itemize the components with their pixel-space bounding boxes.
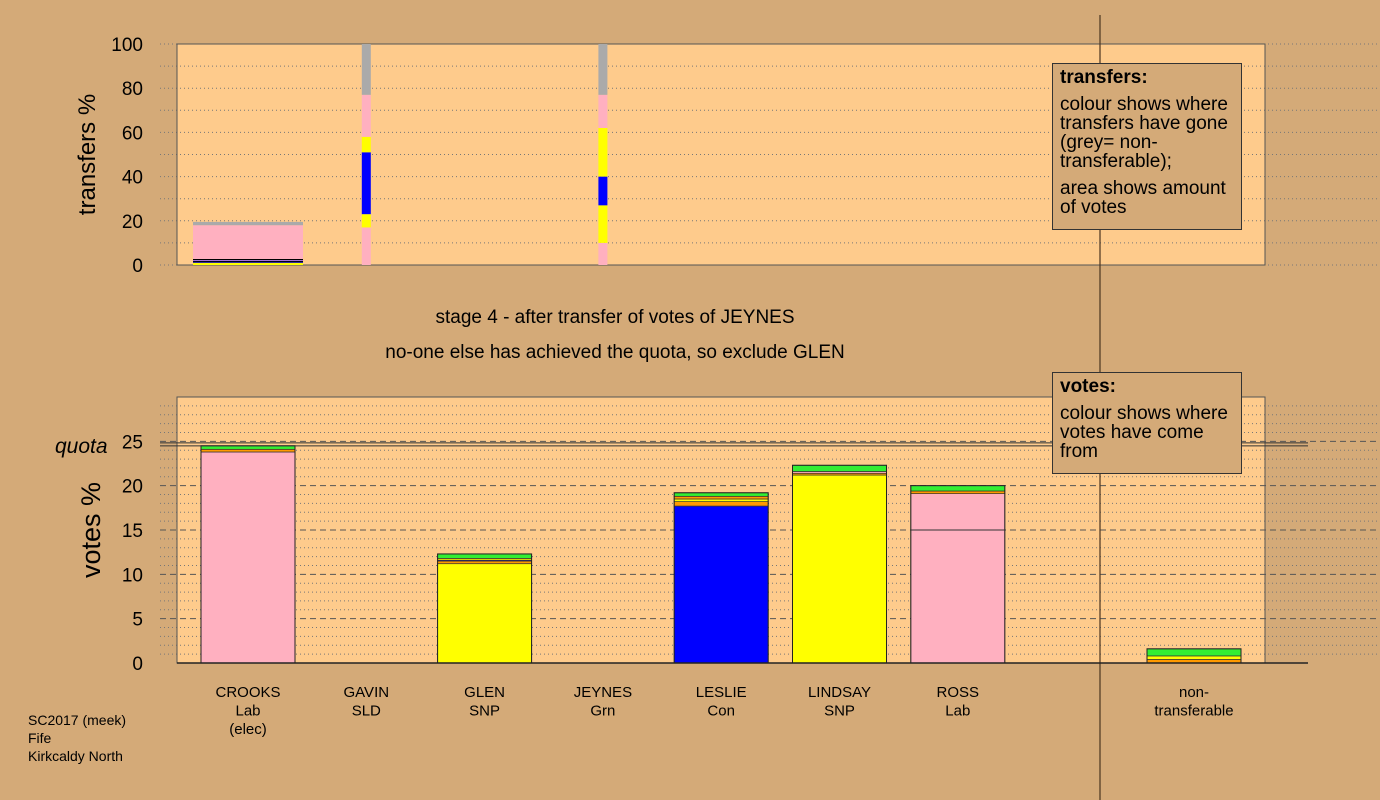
candidate-label: transferable — [1154, 703, 1233, 720]
vote-bar-segment — [200, 448, 296, 453]
vote-bar-segment — [437, 563, 532, 664]
transfers-tick-label: 100 — [111, 35, 143, 56]
quota-label: quota — [55, 435, 108, 458]
candidate-label: Lab — [945, 703, 970, 720]
transfer-bar-segment — [361, 44, 371, 95]
vote-bar-segment — [910, 493, 1006, 664]
footer-election: SC2017 (meek) — [28, 712, 127, 728]
vote-bar-segment — [673, 492, 769, 497]
votes-legend-text: colour shows where votes have come from — [1060, 403, 1228, 462]
transfer-bar-segment — [361, 136, 371, 153]
transfers-legend-text-1: colour shows where transfers have gone (… — [1060, 94, 1228, 172]
footer-ward: Kirkcaldy North — [28, 748, 123, 764]
candidate-label: SNP — [824, 703, 855, 720]
transfers-legend-title: transfers: — [1060, 67, 1148, 88]
vote-bar-segment — [673, 505, 769, 664]
votes-tick-label: 15 — [122, 521, 143, 542]
candidate-label: ROSS — [937, 684, 980, 701]
candidate-label: SLD — [352, 703, 381, 720]
vote-bar-segment — [673, 495, 769, 500]
candidate-label: (elec) — [229, 721, 267, 738]
votes-tick-label: 0 — [132, 654, 143, 675]
candidate-label: Con — [707, 703, 735, 720]
candidate-label: non- — [1179, 684, 1209, 701]
votes-axis-label: votes % — [76, 482, 106, 578]
stage-description: stage 4 - after transfer of votes of JEY… — [435, 307, 795, 328]
vote-bar-segment — [792, 474, 887, 664]
candidate-label: Grn — [590, 703, 615, 720]
transfers-plot-frame — [176, 43, 1266, 266]
votes-tick-label: 25 — [122, 432, 143, 453]
candidate-label: CROOKS — [215, 684, 280, 701]
vote-bar-segment — [910, 485, 1006, 492]
vote-bar-segment — [1146, 655, 1242, 660]
transfer-bar-segment — [193, 262, 303, 265]
candidate-label: GAVIN — [344, 684, 390, 701]
transfers-tick-label: 0 — [132, 256, 143, 277]
votes-tick-label: 20 — [122, 477, 143, 498]
stage-decision: no-one else has achieved the quota, so e… — [385, 342, 845, 363]
transfer-bar-segment — [361, 214, 371, 228]
candidate-label: LINDSAY — [808, 684, 871, 701]
transfer-bar-segment — [361, 227, 371, 265]
candidate-label: Lab — [235, 703, 260, 720]
transfer-bar-segment — [598, 94, 608, 128]
candidate-label: SNP — [469, 703, 500, 720]
vote-bar-segment — [792, 464, 887, 472]
vote-bar-segment — [437, 560, 532, 565]
transfer-bar-segment — [193, 221, 303, 226]
vote-bar-segment — [910, 490, 1006, 494]
transfers-tick-label: 60 — [122, 123, 143, 144]
votes-tick-label: 5 — [132, 610, 143, 631]
transfers-legend: transfers: colour shows where transfers … — [1052, 63, 1242, 230]
vote-bar-segment — [437, 553, 532, 559]
vote-bar-segment — [673, 498, 769, 502]
candidate-label: JEYNES — [574, 684, 632, 701]
transfer-bar-segment — [598, 127, 608, 177]
transfer-bar-segment — [361, 152, 371, 215]
transfers-legend-text-2: area shows amount of votes — [1060, 178, 1226, 218]
transfers-axis-label: transfers % — [74, 94, 101, 215]
vote-bar-segment — [200, 451, 296, 664]
transfer-bar-segment — [598, 242, 608, 265]
transfer-bar-segment — [598, 44, 608, 95]
candidate-label: GLEN — [464, 684, 505, 701]
transfer-bar-segment — [361, 94, 371, 137]
vote-bar-segment — [1146, 648, 1242, 657]
transfers-tick-label: 20 — [122, 212, 143, 233]
votes-tick-label: 10 — [122, 565, 143, 586]
transfer-bar-segment — [598, 205, 608, 243]
footer-council: Fife — [28, 730, 52, 746]
vote-bar-segment — [673, 501, 769, 507]
transfers-tick-label: 80 — [122, 79, 143, 100]
votes-legend-title: votes: — [1060, 376, 1116, 397]
transfer-bar-segment — [598, 176, 608, 206]
votes-legend: votes: colour shows where votes have com… — [1052, 372, 1242, 474]
transfers-tick-label: 40 — [122, 168, 143, 189]
candidate-label: LESLIE — [696, 684, 747, 701]
transfer-bar-segment — [193, 225, 303, 261]
